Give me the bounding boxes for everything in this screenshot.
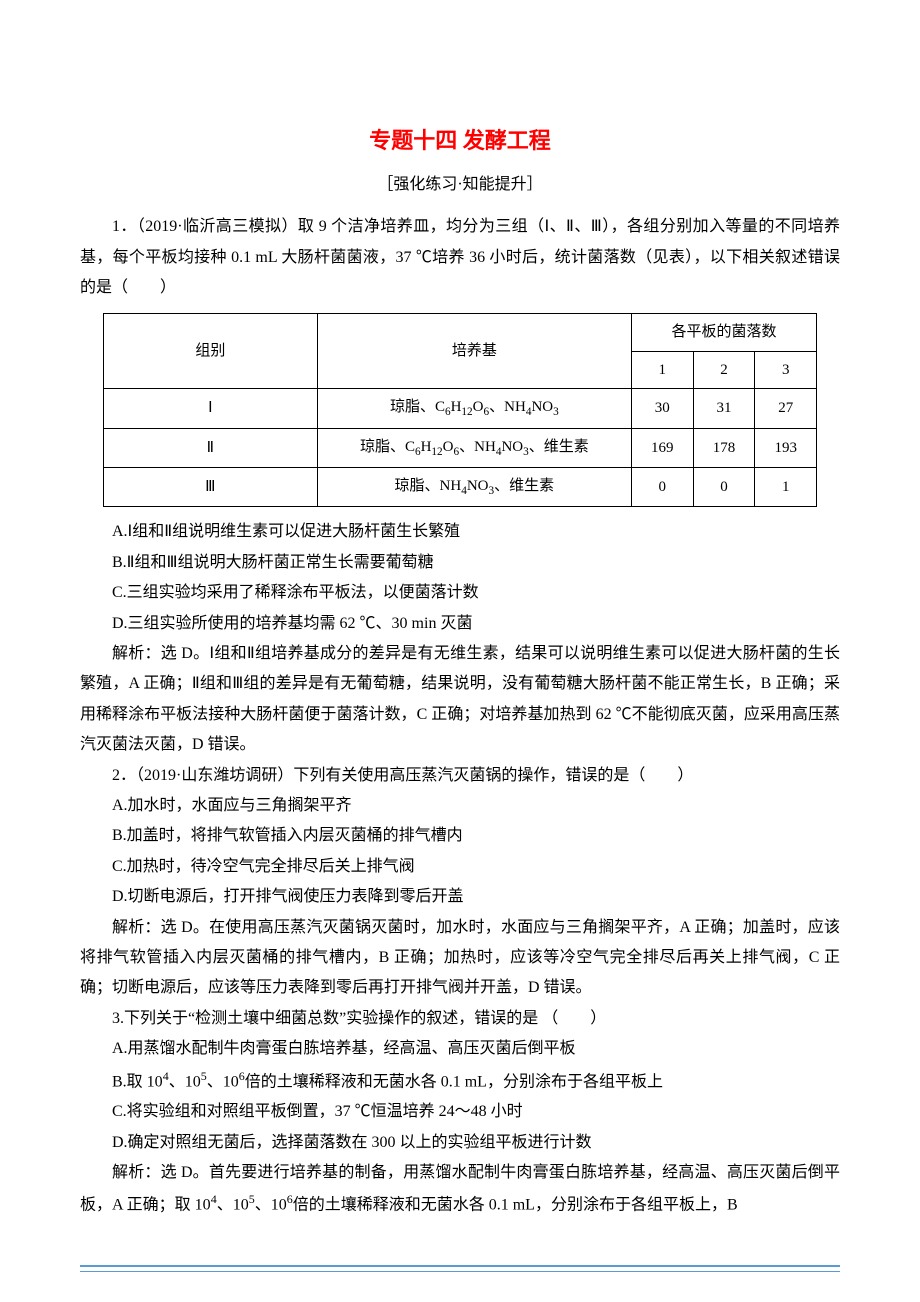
table-row: Ⅲ 琼脂、NH4NO3、维生素 0 0 1 <box>103 468 816 507</box>
val-cell: 0 <box>693 468 755 507</box>
medium-cell: 琼脂、C6H12O6、NH4NO3、维生素 <box>317 428 631 467</box>
table-row: Ⅱ 琼脂、C6H12O6、NH4NO3、维生素 169 178 193 <box>103 428 816 467</box>
group-cell: Ⅰ <box>103 389 317 428</box>
val-cell: 193 <box>755 428 817 467</box>
val-cell: 30 <box>631 389 693 428</box>
col-counts-header: 各平板的菌落数 <box>631 314 816 352</box>
q1-optA: A.Ⅰ组和Ⅱ组说明维生素可以促进大肠杆菌生长繁殖 <box>80 517 840 547</box>
table-row: Ⅰ 琼脂、C6H12O6、NH4NO3 30 31 27 <box>103 389 816 428</box>
table-header-row: 组别 培养基 各平板的菌落数 <box>103 314 816 352</box>
q3-stem: 3.下列关于“检测土壤中细菌总数”实验操作的叙述，错误的是 （ ） <box>80 1004 840 1034</box>
q2-stem: 2．（2019·山东潍坊调研）下列有关使用高压蒸汽灭菌锅的操作，错误的是（ ） <box>80 761 840 791</box>
q2-optA: A.加水时，水面应与三角搁架平齐 <box>80 791 840 821</box>
col-medium-header: 培养基 <box>317 314 631 389</box>
q3-optD: D.确定对照组无菌后，选择菌落数在 300 以上的实验组平板进行计数 <box>80 1128 840 1158</box>
q2-explanation: 解析：选 D。在使用高压蒸汽灭菌锅灭菌时，加水时，水面应与三角搁架平齐，A 正确… <box>80 913 840 1004</box>
medium-cell: 琼脂、NH4NO3、维生素 <box>317 468 631 507</box>
q1-table: 组别 培养基 各平板的菌落数 1 2 3 Ⅰ 琼脂、C6H12O6、NH4NO3… <box>103 313 817 507</box>
footer-divider <box>80 1265 840 1272</box>
val-cell: 31 <box>693 389 755 428</box>
q3-optC: C.将实验组和对照组平板倒置，37 ℃恒温培养 24～48 小时 <box>80 1097 840 1127</box>
val-cell: 27 <box>755 389 817 428</box>
q3-explanation: 解析：选 D。首先要进行培养基的制备，用蒸馏水配制牛肉膏蛋白胨培养基，经高温、高… <box>80 1158 840 1221</box>
q2-optB: B.加盖时，将排气软管插入内层灭菌桶的排气槽内 <box>80 821 840 851</box>
document-title: 专题十四 发酵工程 <box>80 120 840 162</box>
medium-cell: 琼脂、C6H12O6、NH4NO3 <box>317 389 631 428</box>
q2-optC: C.加热时，待冷空气完全排尽后关上排气阀 <box>80 852 840 882</box>
q1-optD: D.三组实验所使用的培养基均需 62 ℃、30 min 灭菌 <box>80 609 840 639</box>
q3-optB: B.取 104、105、106倍的土壤稀释液和无菌水各 0.1 mL，分别涂布于… <box>80 1065 840 1098</box>
subhead-3: 3 <box>755 351 817 389</box>
q1-optB: B.Ⅱ组和Ⅲ组说明大肠杆菌正常生长需要葡萄糖 <box>80 548 840 578</box>
subhead-1: 1 <box>631 351 693 389</box>
subhead-2: 2 <box>693 351 755 389</box>
val-cell: 178 <box>693 428 755 467</box>
val-cell: 1 <box>755 468 817 507</box>
q3-optA: A.用蒸馏水配制牛肉膏蛋白胨培养基，经高温、高压灭菌后倒平板 <box>80 1034 840 1064</box>
col-group-header: 组别 <box>103 314 317 389</box>
group-cell: Ⅱ <box>103 428 317 467</box>
q2-optD: D.切断电源后，打开排气阀使压力表降到零后开盖 <box>80 882 840 912</box>
group-cell: Ⅲ <box>103 468 317 507</box>
val-cell: 0 <box>631 468 693 507</box>
q1-explanation: 解析：选 D。Ⅰ组和Ⅱ组培养基成分的差异是有无维生素，结果可以说明维生素可以促进… <box>80 639 840 761</box>
q1-stem: 1．（2019·临沂高三模拟）取 9 个洁净培养皿，均分为三组（Ⅰ、Ⅱ、Ⅲ），各… <box>80 212 840 303</box>
document-subtitle: ［强化练习·知能提升］ <box>80 170 840 200</box>
val-cell: 169 <box>631 428 693 467</box>
q1-optC: C.三组实验均采用了稀释涂布平板法，以便菌落计数 <box>80 578 840 608</box>
